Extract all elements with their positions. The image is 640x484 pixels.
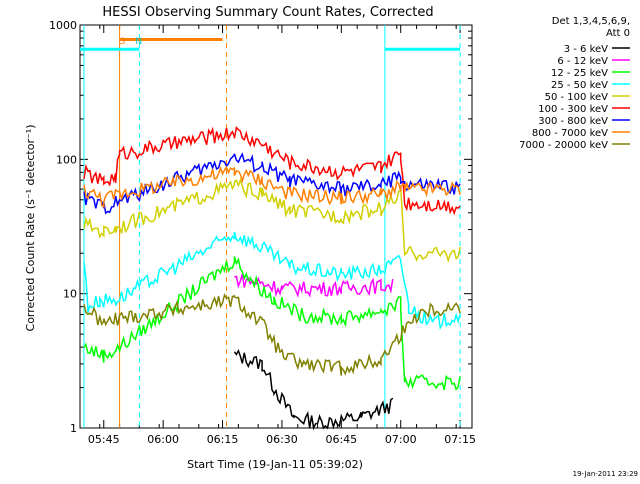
x-tick-label: 07:15 bbox=[444, 433, 476, 446]
x-axis-label: Start Time (19-Jan-11 05:39:02) bbox=[187, 458, 363, 471]
y-axis-label: Corrected Count Rate (s⁻¹ detector⁻¹) bbox=[24, 125, 37, 332]
series-line-8 bbox=[83, 293, 461, 376]
series-line-2 bbox=[83, 256, 461, 391]
legend-label: 6 - 12 keV bbox=[557, 56, 608, 67]
x-tick-label: 05:45 bbox=[88, 433, 120, 446]
series-line-0 bbox=[233, 348, 394, 431]
x-tick-label: 06:45 bbox=[325, 433, 357, 446]
plot-layer: 1 10 100 1000 05:45 06:00 06:15 06:30 06:45 07:00… bbox=[49, 19, 476, 446]
series-line-3 bbox=[83, 231, 461, 330]
y-tick-label: 1000 bbox=[49, 19, 77, 32]
series-line-4 bbox=[83, 177, 461, 263]
legend-label: 800 - 7000 keV bbox=[532, 128, 608, 139]
marker-s: S bbox=[120, 37, 126, 47]
y-tick-label: 10 bbox=[63, 288, 77, 301]
legend-header-line1: Det 1,3,4,5,6,9, bbox=[552, 16, 630, 27]
legend-label: 7000 - 20000 keV bbox=[519, 140, 608, 151]
legend-label: 50 - 100 keV bbox=[545, 92, 609, 103]
x-tick-label: 06:00 bbox=[147, 433, 179, 446]
y-tick-label: 1 bbox=[70, 422, 77, 435]
chart-title: HESSI Observing Summary Count Rates, Cor… bbox=[102, 5, 433, 20]
series-line-1 bbox=[234, 273, 394, 298]
legend-label: 3 - 6 keV bbox=[564, 44, 608, 55]
y-tick-label: 100 bbox=[56, 153, 77, 166]
x-tick-label: 07:00 bbox=[385, 433, 417, 446]
series-line-5 bbox=[83, 126, 461, 216]
x-tick-label: 06:15 bbox=[207, 433, 239, 446]
legend-label: 300 - 800 keV bbox=[538, 116, 608, 127]
legend-label: 25 - 50 keV bbox=[551, 80, 608, 91]
plot-frame bbox=[79, 24, 473, 429]
x-tick-label: 06:30 bbox=[266, 433, 298, 446]
legend-header-line2: Att 0 bbox=[606, 28, 630, 39]
footer-timestamp: 19-Jan-2011 23:29 bbox=[573, 470, 638, 478]
series-line-7 bbox=[83, 165, 461, 209]
legend-label: 12 - 25 keV bbox=[551, 68, 608, 79]
legend-label: 100 - 300 keV bbox=[538, 104, 608, 115]
marker-n: N bbox=[135, 37, 142, 47]
